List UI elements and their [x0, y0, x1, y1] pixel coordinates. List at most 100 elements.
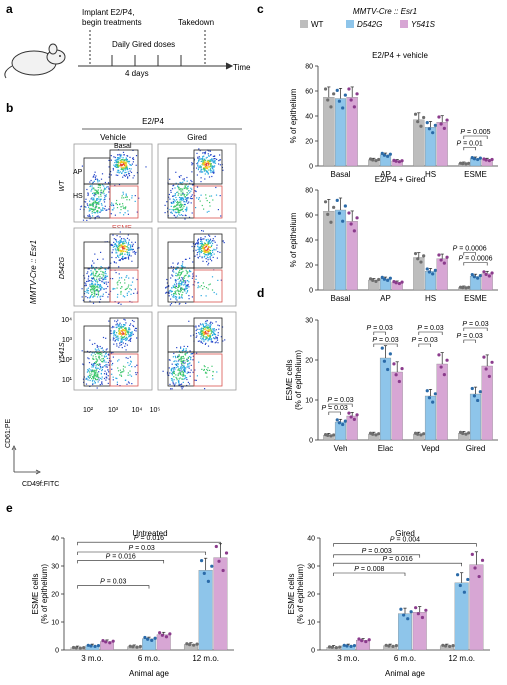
significance-bracket — [333, 543, 477, 547]
y-tick-label: 20 — [51, 592, 59, 599]
data-point — [437, 115, 441, 119]
data-point — [335, 88, 339, 92]
category-label: Elac — [378, 444, 394, 453]
data-point — [392, 362, 396, 366]
data-point — [96, 643, 101, 648]
bar — [198, 570, 213, 651]
data-point — [377, 277, 381, 282]
data-point — [150, 638, 154, 642]
bar — [413, 257, 425, 291]
bar — [481, 365, 493, 441]
data-point — [470, 273, 474, 277]
y-tick-label: 0 — [311, 648, 315, 655]
data-point — [394, 373, 398, 377]
data-point — [455, 573, 460, 577]
data-point — [131, 645, 135, 649]
b-ytick: 10² — [62, 357, 73, 364]
y-tick-label: 40 — [51, 536, 59, 543]
data-point — [422, 115, 426, 120]
significance-bracket — [77, 560, 165, 564]
data-point — [352, 105, 356, 109]
data-point — [349, 222, 353, 226]
category-label: 3 m.o. — [337, 654, 359, 663]
flow-plot — [73, 227, 153, 307]
significance-bracket — [463, 146, 476, 151]
data-point — [337, 211, 342, 215]
data-point — [380, 151, 384, 155]
chart-d: 0 10 20 30 ESME cells(% of epithelium) Veh Ela… — [285, 318, 498, 453]
legend-wt: WT — [311, 20, 324, 29]
data-point — [466, 577, 470, 582]
data-point — [484, 272, 488, 276]
data-point — [327, 645, 332, 649]
data-point — [487, 159, 491, 163]
flow-plot — [157, 227, 237, 307]
y-axis-label: ESME cells(% of epithelium) — [31, 564, 49, 624]
bar — [424, 271, 437, 291]
data-point — [439, 365, 443, 369]
data-point — [347, 211, 351, 215]
y-tick-label: 40 — [305, 238, 313, 245]
chart-title: E2/P4 + Gired — [375, 175, 425, 184]
data-point — [402, 613, 406, 617]
data-point — [199, 559, 204, 563]
significance-bracket — [463, 339, 476, 343]
category-label: ESME — [464, 170, 487, 179]
y-tick-label: 20 — [305, 139, 313, 146]
p-value-label: P = 0.03 — [412, 337, 438, 344]
data-point — [433, 123, 437, 127]
category-label: HS — [425, 294, 436, 303]
significance-bracket — [333, 554, 421, 558]
data-point — [355, 92, 359, 96]
data-point — [442, 126, 446, 130]
bar — [391, 371, 403, 441]
p-value-label: P = 0.03 — [322, 405, 348, 412]
data-point — [206, 579, 210, 583]
b-xtick: 10⁴ — [132, 407, 143, 414]
data-point — [371, 278, 375, 282]
data-point — [341, 422, 345, 427]
p-value-label: P = 0.0006 — [453, 246, 487, 253]
data-point — [431, 400, 435, 404]
data-point — [422, 254, 426, 258]
data-point — [433, 268, 437, 272]
b-x-ticks: 10² 10³ 10⁴ 10⁵ — [83, 407, 160, 414]
p-value-label: P = 0.005 — [460, 129, 490, 136]
data-point — [477, 574, 481, 579]
category-label: HS — [425, 170, 436, 179]
data-point — [445, 358, 449, 362]
data-point — [445, 255, 449, 259]
flow-plot — [73, 311, 153, 391]
data-point — [185, 642, 189, 646]
data-point — [164, 635, 169, 639]
data-point — [461, 286, 465, 290]
data-point — [400, 159, 404, 163]
data-point — [374, 279, 378, 283]
implant-text-1: Implant E2/P4, — [82, 8, 134, 17]
data-point — [335, 418, 339, 422]
data-point — [330, 645, 334, 649]
data-point — [386, 367, 390, 372]
category-label: 6 m.o. — [138, 654, 160, 663]
bar — [469, 276, 482, 291]
bar — [323, 211, 335, 291]
b-axis-arrows — [11, 445, 41, 475]
bar — [356, 640, 371, 651]
b-row-y541s: Y541S — [59, 342, 66, 363]
data-point — [326, 98, 330, 102]
data-point — [443, 644, 448, 648]
charts: 0 20 40 60 80 % of epithelium E2/P4 + vehicle B… — [31, 51, 498, 678]
bar — [454, 582, 469, 651]
data-point — [473, 566, 477, 570]
chart-c-top: 0 20 40 60 80 % of epithelium E2/P4 + vehicle B… — [289, 51, 498, 179]
panel-d-label: d — [257, 286, 264, 300]
y-tick-label: 60 — [305, 213, 313, 220]
y-tick-label: 0 — [55, 648, 59, 655]
legend-y541s: Y541S — [411, 20, 436, 29]
data-point — [377, 157, 381, 162]
data-point — [347, 411, 351, 415]
data-point — [338, 645, 342, 649]
data-point — [431, 272, 435, 276]
duration-text: 4 days — [125, 69, 149, 78]
chart-title: Gired — [395, 529, 415, 538]
